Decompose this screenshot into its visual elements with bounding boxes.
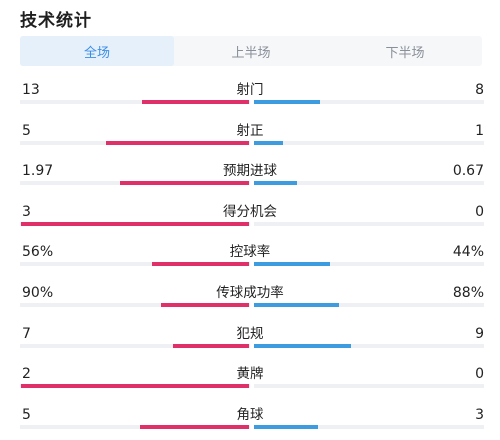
away-bar-track — [254, 302, 484, 307]
away-value: 9 — [475, 325, 484, 342]
away-bar — [254, 262, 330, 267]
away-bar — [254, 100, 320, 104]
away-bar-track — [254, 384, 484, 389]
away-bar-track — [254, 343, 484, 348]
home-bar-track — [20, 343, 250, 348]
stat-label: 预期进球 — [223, 163, 277, 180]
home-value: 5 — [22, 122, 31, 139]
home-value: 90% — [22, 284, 54, 301]
home-value: 3 — [22, 203, 31, 220]
home-value: 5 — [22, 406, 31, 423]
stat-label: 射正 — [236, 122, 264, 139]
tab-second-half[interactable]: 下半场 — [385, 45, 425, 61]
stat-row: 13 射门 8 — [0, 80, 500, 121]
stat-label: 传球成功率 — [216, 284, 284, 301]
home-bar — [161, 302, 249, 307]
away-value: 1 — [475, 122, 484, 139]
away-value: 0 — [475, 366, 484, 383]
away-value: 8 — [475, 82, 484, 98]
home-bar — [173, 343, 249, 348]
stat-row: 2 黄牌 0 — [0, 364, 500, 405]
away-value: 88% — [452, 284, 484, 301]
stat-label: 得分机会 — [223, 203, 277, 220]
away-bar-track — [254, 181, 484, 186]
home-value: 56% — [22, 244, 54, 261]
away-bar-track — [254, 100, 484, 104]
stat-row: 1.97 预期进球 0.67 — [0, 161, 500, 202]
away-bar-track — [254, 424, 484, 429]
home-bar — [120, 181, 249, 186]
away-value: 3 — [475, 406, 484, 423]
away-bar-track — [254, 140, 484, 145]
home-bar — [21, 384, 249, 389]
stat-row: 5 射正 1 — [0, 121, 500, 162]
home-value: 2 — [22, 366, 31, 383]
tab-full-match[interactable]: 全场 — [20, 36, 174, 66]
home-bar-track — [20, 424, 250, 429]
stat-label: 角球 — [236, 406, 264, 423]
period-tabs: 全场 上半场 下半场 — [20, 36, 482, 66]
stat-row: 5 角球 3 — [0, 405, 500, 440]
stat-row: 7 犯规 9 — [0, 324, 500, 365]
away-bar — [254, 181, 297, 186]
away-value: 0 — [475, 203, 484, 220]
away-value: 0.67 — [452, 163, 484, 180]
away-bar-track — [254, 262, 484, 267]
stats-list: 13 射门 8 5 射正 1 1.97 预期进球 0.67 3 得分机会 0 56% 控球率 44% 90% 传… — [0, 80, 500, 440]
home-bar — [140, 424, 249, 429]
away-bar — [254, 140, 283, 145]
stat-label: 控球率 — [229, 244, 271, 261]
home-value: 13 — [22, 82, 40, 98]
home-bar-track — [20, 262, 250, 267]
stat-label: 犯规 — [236, 325, 264, 342]
home-value: 7 — [22, 325, 31, 342]
page-title: 技术统计 — [20, 11, 92, 31]
away-bar-track — [254, 221, 484, 226]
home-bar — [21, 221, 249, 226]
away-bar — [254, 302, 339, 307]
tab-first-half[interactable]: 上半场 — [231, 45, 271, 61]
stat-row: 56% 控球率 44% — [0, 242, 500, 283]
away-bar — [254, 424, 318, 429]
stat-row: 90% 传球成功率 88% — [0, 283, 500, 324]
away-value: 44% — [452, 244, 484, 261]
stat-row: 3 得分机会 0 — [0, 202, 500, 243]
away-bar — [254, 343, 351, 348]
home-bar — [106, 140, 249, 145]
stat-label: 黄牌 — [236, 366, 264, 383]
home-bar — [142, 100, 249, 104]
home-bar-track — [20, 302, 250, 307]
home-bar — [152, 262, 249, 267]
home-value: 1.97 — [22, 163, 54, 180]
stat-label: 射门 — [236, 82, 264, 98]
home-bar-track — [20, 100, 250, 104]
